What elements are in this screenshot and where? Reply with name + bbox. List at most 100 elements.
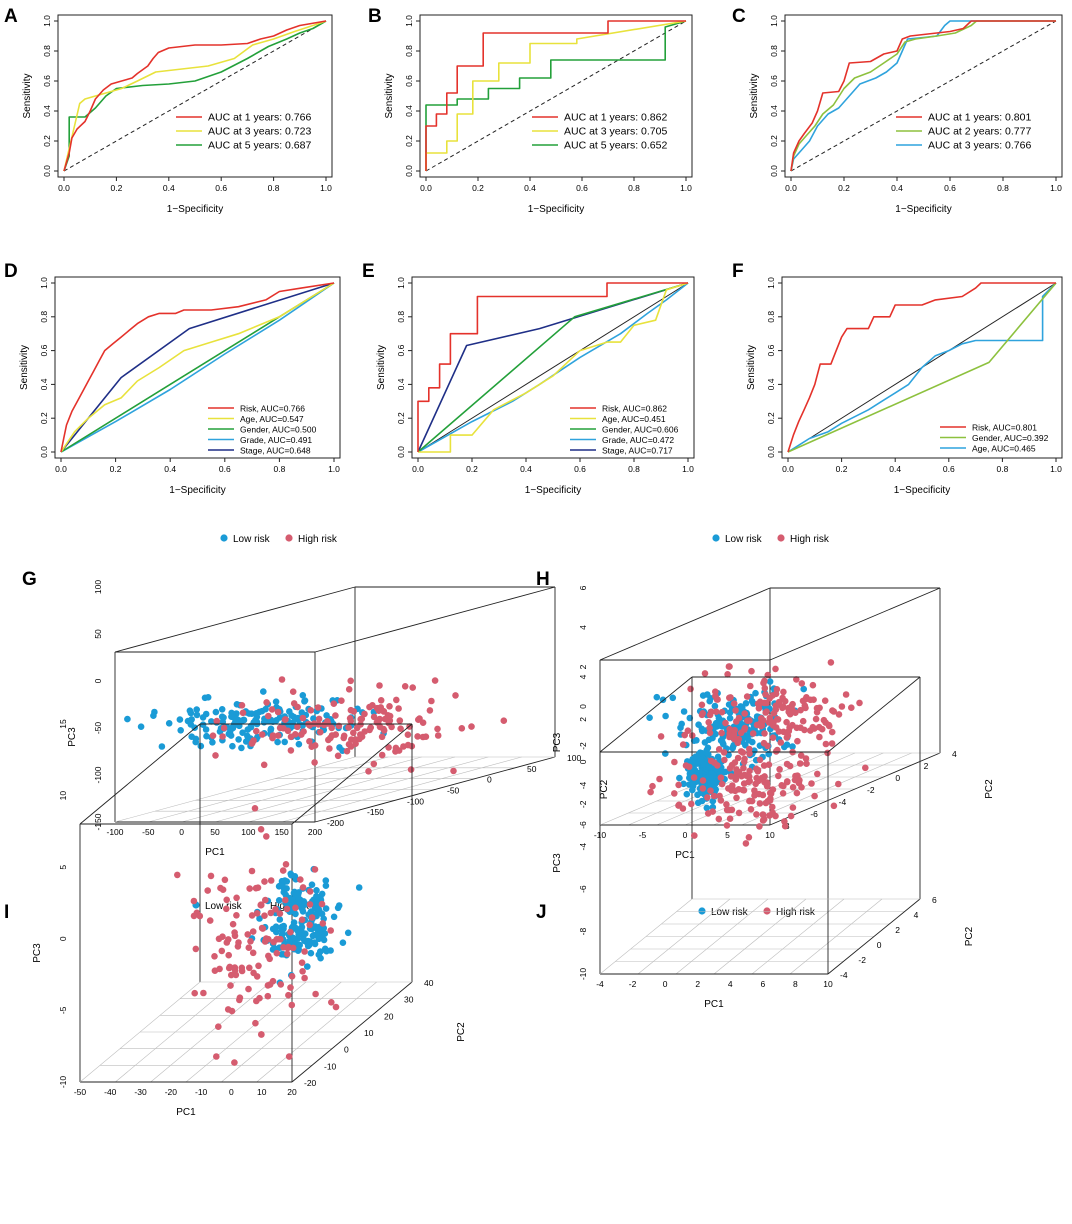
roc-curve-b-1 <box>425 20 686 171</box>
z-axis-title: PC2 <box>456 1022 467 1042</box>
point-high-risk <box>332 731 340 738</box>
point-high-risk <box>856 699 863 707</box>
point-high-risk <box>723 801 730 808</box>
x-tick-label: 0 <box>663 979 668 989</box>
x-tick-label: 0.8 <box>996 464 1008 474</box>
point-high-risk <box>236 996 243 1004</box>
legend-label-low: Low risk <box>205 901 243 912</box>
y-tick-label: 0.6 <box>769 75 779 87</box>
legend-entry: AUC at 3 years: 0.766 <box>928 140 1031 152</box>
point-low-risk <box>320 936 328 944</box>
x-tick-label: -40 <box>104 1087 117 1097</box>
point-high-risk <box>740 764 747 772</box>
point-low-risk <box>680 708 688 715</box>
x-axis-title: PC1 <box>176 1107 196 1118</box>
point-high-risk <box>227 982 234 989</box>
point-high-risk <box>714 762 721 769</box>
point-high-risk <box>367 724 375 731</box>
reference-diagonal <box>417 282 689 453</box>
point-high-risk <box>265 712 272 720</box>
point-low-risk <box>322 905 330 912</box>
point-high-risk <box>717 774 725 781</box>
point-low-risk <box>209 739 216 746</box>
point-high-risk <box>284 950 291 958</box>
point-high-risk <box>747 682 754 690</box>
point-high-risk <box>500 717 508 724</box>
point-high-risk <box>234 943 242 950</box>
point-high-risk <box>238 702 246 709</box>
point-high-risk <box>396 717 404 724</box>
x-tick-label: -10 <box>195 1087 208 1097</box>
point-high-risk <box>289 688 297 695</box>
z-tick-label: 4 <box>914 910 919 920</box>
point-high-risk <box>704 794 711 801</box>
point-high-risk <box>252 727 260 735</box>
point-high-risk <box>808 780 815 787</box>
point-high-risk <box>762 709 769 716</box>
point-high-risk <box>759 811 767 819</box>
x-tick-label: 1.0 <box>328 464 340 474</box>
roc-curve-f-2 <box>787 282 1057 453</box>
point-high-risk <box>252 1019 259 1027</box>
point-high-risk <box>357 715 365 723</box>
point-low-risk <box>272 698 280 705</box>
point-low-risk <box>705 763 712 771</box>
z-tick-label: -200 <box>327 818 344 828</box>
point-high-risk <box>434 732 442 739</box>
point-high-risk <box>714 696 721 703</box>
point-high-risk <box>725 663 733 670</box>
y-tick-label: -100 <box>93 766 103 783</box>
x-axis-title: PC1 <box>704 999 724 1010</box>
point-low-risk <box>322 882 330 889</box>
point-low-risk <box>662 750 669 757</box>
z-tick-label: 10 <box>364 1028 374 1038</box>
point-low-risk <box>800 685 807 693</box>
z-tick-label: -150 <box>367 807 384 817</box>
point-high-risk <box>404 731 412 738</box>
point-high-risk <box>794 737 801 745</box>
point-high-risk <box>330 700 338 707</box>
legend-label-high: High risk <box>298 534 338 545</box>
y-tick-label: 0.6 <box>404 75 414 87</box>
point-high-risk <box>775 772 782 780</box>
y-tick-label: 2 <box>578 717 588 722</box>
point-low-risk <box>294 891 302 898</box>
box-edge <box>79 981 201 1083</box>
panel-label-i: I <box>4 902 9 923</box>
point-low-risk <box>193 706 200 713</box>
point-high-risk <box>207 872 215 880</box>
x-axis-title: 1−Specificity <box>525 485 581 496</box>
point-high-risk <box>468 723 475 730</box>
point-high-risk <box>221 876 229 884</box>
roc-curve-f-3 <box>787 282 1057 453</box>
legend-entry: Gender, AUC=0.606 <box>602 425 679 435</box>
z-tick-label: 0 <box>895 773 900 783</box>
point-high-risk <box>785 708 792 716</box>
x-tick-label: -5 <box>639 830 647 840</box>
x-tick-label: -30 <box>134 1087 147 1097</box>
roc-curve-d-5 <box>60 282 335 453</box>
point-low-risk <box>313 892 320 900</box>
point-high-risk <box>743 693 751 700</box>
point-high-risk <box>830 802 838 810</box>
point-high-risk <box>308 743 316 750</box>
x-tick-label: -2 <box>629 979 637 989</box>
point-low-risk <box>322 877 330 884</box>
point-high-risk <box>261 912 268 919</box>
point-high-risk <box>361 710 368 718</box>
y-tick-label: -150 <box>93 813 103 830</box>
point-low-risk <box>227 732 235 739</box>
point-high-risk <box>298 916 306 923</box>
roc-panel-e: E 0.0 0.2 0.4 0.6 0.8 1.0 0.0 0.2 0.4 0.6 0.8 1.0 1−S… <box>362 261 695 496</box>
point-high-risk <box>793 676 800 683</box>
point-high-risk <box>732 707 739 714</box>
point-high-risk <box>731 787 739 795</box>
point-low-risk <box>743 733 750 741</box>
point-high-risk <box>746 750 753 757</box>
legend-entry: Age, AUC=0.465 <box>972 444 1036 454</box>
point-high-risk <box>282 716 289 723</box>
point-high-risk <box>300 728 307 735</box>
point-high-risk <box>687 685 694 693</box>
point-high-risk <box>225 951 232 959</box>
point-high-risk <box>786 762 794 770</box>
